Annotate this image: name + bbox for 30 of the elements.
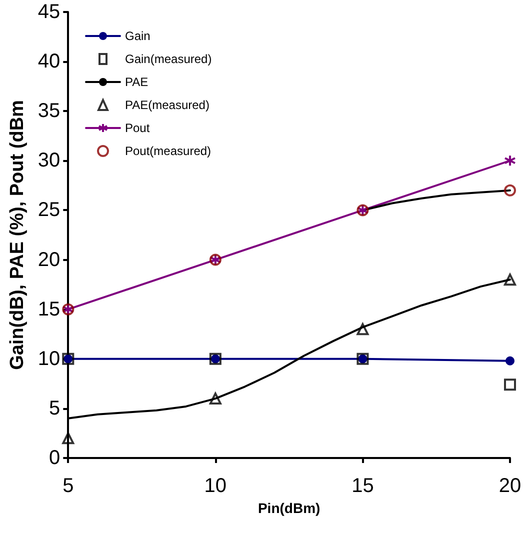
legend-label: Gain(measured) — [125, 52, 212, 66]
legend-label: Gain — [125, 29, 150, 43]
y-tick-label: 30 — [38, 150, 60, 172]
y-axis-title: Gain(dB), PAE (%), Pout (dBm — [7, 100, 28, 370]
point — [62, 432, 74, 444]
legend-label: PAE — [125, 75, 148, 89]
legend-label: PAE(measured) — [125, 98, 210, 112]
y-tick-label: 15 — [38, 298, 60, 320]
point — [504, 184, 516, 196]
x-tick-label: 5 — [62, 475, 74, 497]
y-tick-label: 20 — [38, 248, 60, 271]
y-tick-label: 35 — [38, 100, 60, 122]
x-tick-label: 20 — [498, 475, 522, 497]
y-tick-label: 25 — [38, 199, 60, 222]
point — [504, 378, 516, 391]
x-tick-label: 10 — [204, 475, 227, 497]
point — [209, 392, 222, 405]
legend-label: Pout(measured) — [125, 144, 212, 158]
y-tick-label: 45 — [38, 1, 60, 23]
legend-label: Pout — [125, 121, 150, 135]
x-tick-label: 15 — [352, 475, 374, 497]
point — [356, 323, 369, 336]
y-tick-label: 0 — [49, 447, 60, 469]
x-axis-title: Pin(dBm) — [258, 500, 320, 516]
y-tick-label: 10 — [38, 348, 60, 370]
point — [506, 356, 514, 366]
y-tick-label: 5 — [49, 397, 60, 420]
point — [504, 274, 516, 286]
point — [504, 154, 516, 167]
y-tick-label: 40 — [38, 50, 60, 73]
